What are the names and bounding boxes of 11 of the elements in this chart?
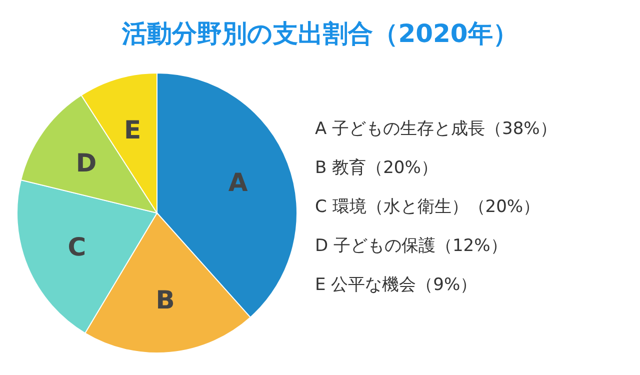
chart-title: 活動分野別の支出割合（2020年） xyxy=(121,19,518,48)
slice-label: B xyxy=(156,285,175,314)
text: D 子どもの保護（12%） xyxy=(315,236,508,256)
text: A 子どもの生存と成長（38%） xyxy=(315,119,557,139)
slice-label: C xyxy=(68,232,86,262)
text: C 環境（水と衛生）（20%） xyxy=(315,197,540,217)
slice-label: D xyxy=(76,148,97,178)
slice-label: A xyxy=(228,168,248,198)
text: B 教育（20%） xyxy=(315,158,438,178)
text: E 公平な機会（9%） xyxy=(315,275,478,295)
slice-label: E xyxy=(124,116,142,145)
